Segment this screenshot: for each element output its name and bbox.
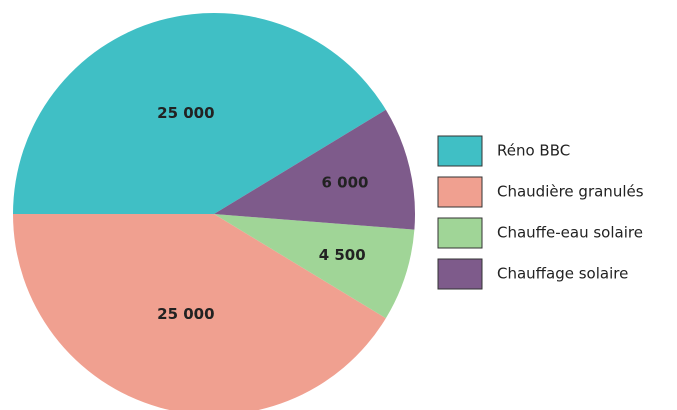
slice-label: 25 000: [157, 104, 214, 122]
legend-label: Chaudière granulés: [497, 183, 644, 201]
pie-slice: [214, 214, 415, 319]
legend-swatch: [437, 176, 483, 208]
slice-label: 4 500: [319, 246, 366, 264]
legend-label: Chauffage solaire: [497, 265, 628, 283]
legend-swatch: [437, 217, 483, 249]
slice-label: 6 000: [322, 173, 369, 191]
legend-swatch: [437, 258, 483, 290]
legend-label: Chauffe-eau solaire: [497, 224, 643, 242]
pie-slice: [13, 214, 386, 410]
pie-slice: [214, 109, 415, 230]
slice-label: 25 000: [157, 305, 214, 323]
pie-slice: [13, 13, 386, 215]
legend-swatch: [437, 135, 483, 167]
legend-label: Réno BBC: [497, 142, 570, 160]
